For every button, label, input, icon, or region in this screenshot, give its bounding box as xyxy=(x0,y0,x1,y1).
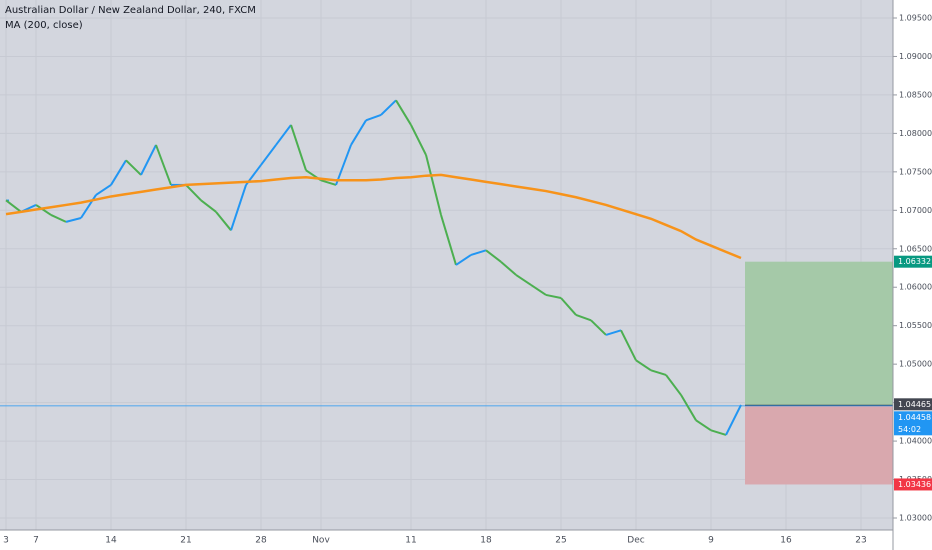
y-tick-label: 1.05000 xyxy=(899,360,932,369)
price-bar xyxy=(425,154,442,216)
price-bar xyxy=(455,254,472,266)
price-bar xyxy=(590,319,607,336)
y-tick-label: 1.06000 xyxy=(899,283,932,292)
price-bar xyxy=(695,419,712,432)
price-bar xyxy=(80,194,97,219)
price-bar xyxy=(680,394,697,421)
profit-zone xyxy=(745,261,893,406)
price-bar xyxy=(5,199,22,213)
y-tick-label: 1.04000 xyxy=(899,437,932,446)
y-tick-label: 1.05500 xyxy=(899,321,932,330)
y-tick-label: 1.07000 xyxy=(899,206,932,215)
price-bar xyxy=(515,274,532,286)
price-bar xyxy=(725,404,742,436)
x-tick-label: 16 xyxy=(780,536,792,546)
last-price-label: 1.04458 xyxy=(898,413,931,422)
price-bar xyxy=(440,214,457,266)
y-tick-label: 1.06500 xyxy=(899,244,932,253)
y-tick-label: 1.09500 xyxy=(899,14,932,23)
x-tick-label: 28 xyxy=(255,536,267,546)
x-tick-label: 18 xyxy=(480,536,492,546)
x-tick-label: 9 xyxy=(708,536,714,546)
price-bar xyxy=(230,184,247,231)
price-bar xyxy=(485,249,502,263)
price-bar xyxy=(320,179,337,186)
price-bar xyxy=(215,211,232,231)
ma-line xyxy=(5,173,742,260)
price-bar xyxy=(575,313,592,322)
entry-label: 1.04465 xyxy=(898,400,931,409)
y-tick-label: 1.08500 xyxy=(899,90,932,99)
plot-background xyxy=(0,0,893,530)
y-tick-label: 1.08000 xyxy=(899,129,932,138)
price-bar xyxy=(95,184,112,196)
price-bar xyxy=(140,144,157,176)
price-bar xyxy=(470,249,487,256)
indicator-label: MA (200, close) xyxy=(5,20,83,31)
price-bar xyxy=(500,261,517,276)
price-bar xyxy=(335,144,352,186)
x-tick-label: 3 xyxy=(3,536,9,546)
price-bar xyxy=(560,297,577,316)
take-profit-badge xyxy=(894,255,932,268)
price-bar xyxy=(530,284,547,296)
x-tick-label: 25 xyxy=(555,536,566,546)
price-bar xyxy=(365,113,382,122)
price-bar xyxy=(125,159,142,176)
price-bar xyxy=(50,214,67,223)
price-bar xyxy=(185,184,202,202)
price-bar xyxy=(395,99,412,126)
price-bar xyxy=(635,359,652,372)
price-bar xyxy=(380,99,397,116)
countdown-label: 54:02 xyxy=(898,425,921,434)
stop-loss-badge xyxy=(894,478,932,491)
price-bar xyxy=(65,217,82,223)
y-tick-label: 1.07500 xyxy=(899,167,932,176)
x-tick-label: 21 xyxy=(180,536,191,546)
price-bar xyxy=(665,374,682,396)
chart-title: Australian Dollar / New Zealand Dollar, … xyxy=(5,5,256,16)
y-tick-label: 1.03000 xyxy=(899,514,932,523)
y-tick-label: 1.09000 xyxy=(899,52,932,61)
price-bar xyxy=(260,144,277,166)
price-bar xyxy=(545,293,562,299)
stop-loss-label: 1.03436 xyxy=(898,480,931,489)
price-bar xyxy=(290,124,307,171)
price-bar xyxy=(620,329,637,361)
price-bar xyxy=(710,429,727,436)
x-tick-label: 11 xyxy=(405,536,416,546)
price-bar xyxy=(350,119,367,146)
take-profit-label: 1.06332 xyxy=(898,257,931,266)
price-bar xyxy=(110,159,127,186)
x-tick-label: 14 xyxy=(105,536,117,546)
x-tick-label: 23 xyxy=(855,536,866,546)
price-bar xyxy=(410,124,427,156)
last-price-badge xyxy=(894,411,932,436)
loss-zone xyxy=(745,405,893,485)
x-tick-label: Dec xyxy=(627,536,644,546)
time-axis xyxy=(0,530,893,550)
price-bar xyxy=(155,144,172,186)
price-bar xyxy=(35,204,52,216)
entry-badge xyxy=(894,398,932,411)
price-axis xyxy=(893,0,932,550)
x-tick-label: Nov xyxy=(312,536,330,546)
x-tick-label: 7 xyxy=(33,536,39,546)
price-bar xyxy=(650,369,667,376)
price-bar xyxy=(275,124,292,146)
price-bar xyxy=(200,199,217,213)
price-bar xyxy=(605,329,622,336)
